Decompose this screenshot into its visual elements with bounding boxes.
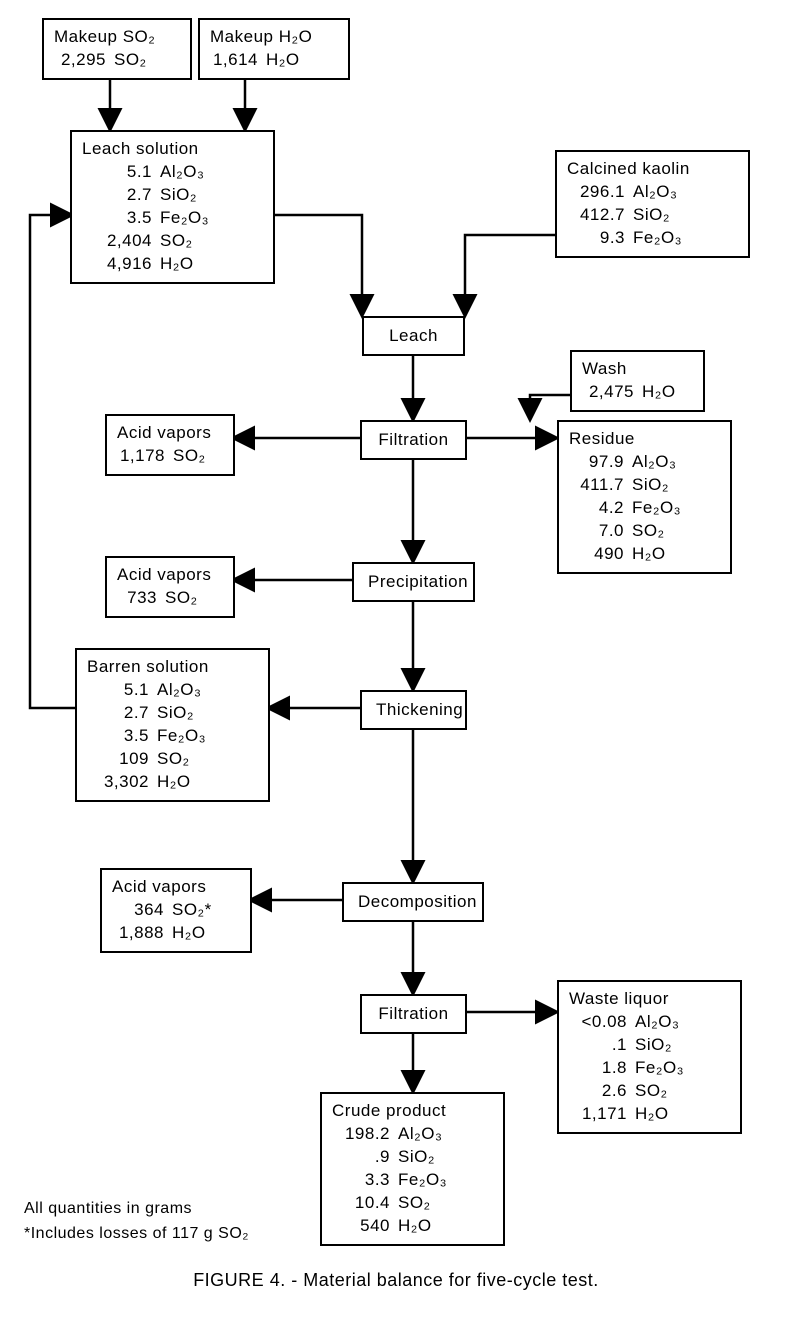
box-barren-solution: Barren solution 5.1Al₂O₃ 2.7SiO₂ 3.5Fe₂O… bbox=[75, 648, 270, 802]
process-decomposition: Decomposition bbox=[342, 882, 484, 922]
process-leach: Leach bbox=[362, 316, 465, 356]
footnote-quantities: All quantities in grams bbox=[24, 1200, 192, 1218]
box-acid-vapors-2: Acid vapors 733SO₂ bbox=[105, 556, 235, 618]
box-wash: Wash 2,475H₂O bbox=[570, 350, 705, 412]
footnote-asterisk: *Includes losses of 117 g SO₂ bbox=[24, 1225, 249, 1243]
title-makeup-so2: Makeup SO₂ bbox=[54, 26, 180, 49]
box-leach-solution: Leach solution 5.1Al₂O₃ 2.7SiO₂ 3.5Fe₂O₃… bbox=[70, 130, 275, 284]
figure-caption: FIGURE 4. - Material balance for five-cy… bbox=[0, 1270, 792, 1291]
process-precipitation: Precipitation bbox=[352, 562, 475, 602]
process-filtration-1: Filtration bbox=[360, 420, 467, 460]
box-acid-vapors-1: Acid vapors 1,178SO₂ bbox=[105, 414, 235, 476]
box-waste-liquor: Waste liquor <0.08Al₂O₃ .1SiO₂ 1.8Fe₂O₃ … bbox=[557, 980, 742, 1134]
box-calcined-kaolin: Calcined kaolin 296.1Al₂O₃ 412.7SiO₂ 9.3… bbox=[555, 150, 750, 258]
title-makeup-h2o: Makeup H₂O bbox=[210, 26, 338, 49]
box-makeup-so2: Makeup SO₂ 2,295SO₂ bbox=[42, 18, 192, 80]
process-filtration-2: Filtration bbox=[360, 994, 467, 1034]
box-residue: Residue 97.9Al₂O₃ 411.7SiO₂ 4.2Fe₂O₃ 7.0… bbox=[557, 420, 732, 574]
process-thickening: Thickening bbox=[360, 690, 467, 730]
box-makeup-h2o: Makeup H₂O 1,614H₂O bbox=[198, 18, 350, 80]
box-crude-product: Crude product 198.2Al₂O₃ .9SiO₂ 3.3Fe₂O₃… bbox=[320, 1092, 505, 1246]
box-acid-vapors-3: Acid vapors 364SO₂* 1,888H₂O bbox=[100, 868, 252, 953]
